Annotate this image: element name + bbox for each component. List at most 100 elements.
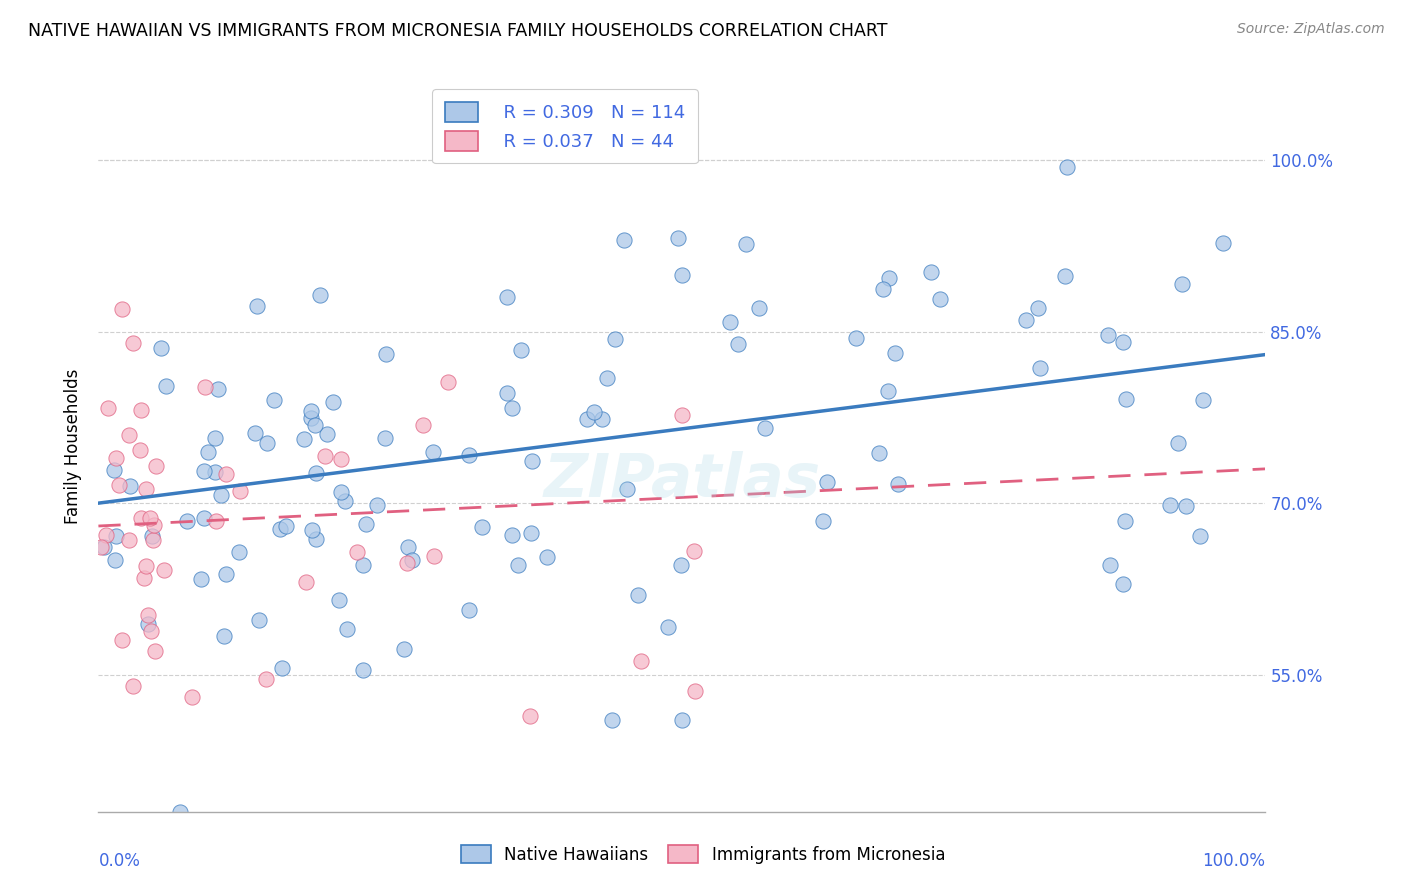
Point	[872, 282, 894, 296]
Point	[612, 233, 634, 247]
Point	[876, 384, 898, 398]
Point	[204, 465, 226, 479]
Point	[616, 482, 638, 496]
Point	[1170, 277, 1192, 292]
Point	[596, 371, 619, 385]
Point	[90, 540, 112, 554]
Point	[152, 563, 174, 577]
Point	[1026, 301, 1049, 316]
Point	[139, 624, 162, 638]
Point	[249, 613, 271, 627]
Point	[471, 520, 494, 534]
Point	[734, 237, 756, 252]
Point	[176, 515, 198, 529]
Point	[139, 510, 162, 524]
Point	[1115, 392, 1137, 406]
Point	[1212, 235, 1234, 250]
Point	[352, 558, 374, 572]
Point	[270, 661, 292, 675]
Point	[727, 336, 749, 351]
Point	[501, 401, 523, 416]
Point	[155, 379, 177, 393]
Point	[356, 516, 378, 531]
Point	[1114, 514, 1136, 528]
Point	[329, 451, 352, 466]
Point	[215, 566, 238, 581]
Point	[1167, 435, 1189, 450]
Point	[136, 616, 159, 631]
Point	[143, 644, 166, 658]
Point	[180, 690, 202, 705]
Point	[301, 523, 323, 537]
Point	[815, 475, 838, 489]
Point	[118, 479, 141, 493]
Point	[97, 401, 120, 415]
Point	[103, 463, 125, 477]
Point	[457, 448, 479, 462]
Point	[508, 558, 530, 573]
Point	[374, 347, 396, 361]
Point	[333, 493, 356, 508]
Point	[299, 403, 322, 417]
Point	[108, 478, 131, 492]
Point	[496, 386, 519, 401]
Point	[215, 467, 238, 481]
Point	[422, 444, 444, 458]
Text: ZIPatlas: ZIPatlas	[543, 450, 821, 510]
Point	[263, 393, 285, 408]
Point	[591, 412, 613, 426]
Point	[346, 545, 368, 559]
Y-axis label: Family Households: Family Households	[63, 368, 82, 524]
Point	[392, 641, 415, 656]
Point	[1015, 312, 1038, 326]
Point	[600, 714, 623, 728]
Point	[212, 629, 235, 643]
Point	[352, 663, 374, 677]
Point	[122, 679, 145, 693]
Point	[501, 527, 523, 541]
Point	[104, 552, 127, 566]
Point	[118, 533, 141, 547]
Point	[671, 268, 693, 282]
Point	[132, 570, 155, 584]
Point	[845, 331, 868, 345]
Text: NATIVE HAWAIIAN VS IMMIGRANTS FROM MICRONESIA FAMILY HOUSEHOLDS CORRELATION CHAR: NATIVE HAWAIIAN VS IMMIGRANTS FROM MICRO…	[28, 22, 887, 40]
Point	[396, 556, 419, 570]
Point	[136, 607, 159, 622]
Point	[142, 533, 165, 548]
Point	[928, 293, 950, 307]
Point	[879, 271, 901, 285]
Point	[671, 408, 693, 422]
Point	[1029, 361, 1052, 376]
Point	[207, 382, 229, 396]
Point	[496, 290, 519, 304]
Point	[204, 431, 226, 445]
Point	[412, 417, 434, 432]
Point	[135, 559, 157, 574]
Point	[536, 549, 558, 564]
Point	[669, 558, 692, 573]
Point	[329, 485, 352, 500]
Point	[1097, 328, 1119, 343]
Point	[193, 464, 215, 478]
Point	[246, 299, 269, 313]
Point	[104, 450, 127, 465]
Point	[423, 549, 446, 563]
Point	[243, 425, 266, 440]
Point	[627, 588, 650, 602]
Point	[1175, 499, 1198, 513]
Point	[1053, 268, 1076, 283]
Point	[309, 288, 332, 302]
Point	[685, 683, 707, 698]
Point	[868, 446, 890, 460]
Point	[1099, 558, 1122, 572]
Point	[122, 336, 145, 351]
Point	[118, 428, 141, 442]
Point	[520, 525, 543, 540]
Point	[1188, 529, 1211, 543]
Point	[396, 540, 419, 554]
Point	[295, 574, 318, 589]
Point	[111, 633, 134, 648]
Point	[510, 343, 533, 358]
Point	[1056, 161, 1078, 175]
